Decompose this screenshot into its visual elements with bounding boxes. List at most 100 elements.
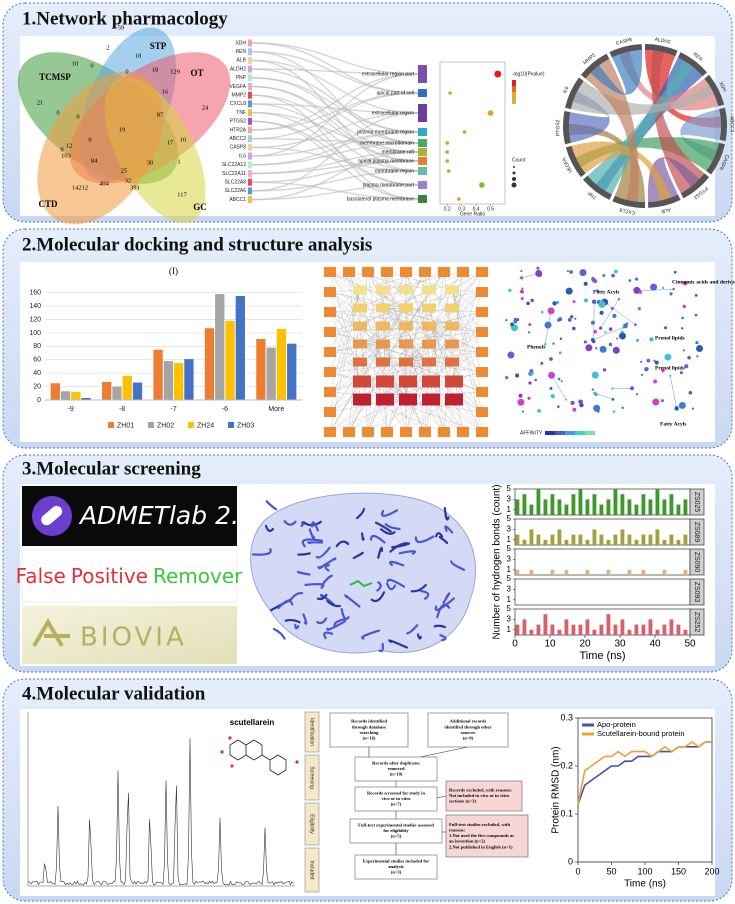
venn-count: 2 [106,44,109,51]
network-node [611,273,615,278]
gene-label: SLC22A8 [225,180,247,186]
network-node [621,406,624,410]
strip-label-box [689,548,705,576]
network-node [476,387,488,397]
x-tick-label: -8 [119,406,125,413]
cluster-label: Fatty Acyls [660,421,686,427]
chord-label: ALDH2 [654,37,671,46]
network-node [696,355,699,358]
protein-ribbon [284,618,301,624]
network-node [673,270,677,274]
hbond-bar [634,624,639,635]
sankey-link [251,151,419,201]
flow-arrow [436,795,447,799]
network-node [528,323,532,327]
flow-text: sections (n=3) [449,799,476,804]
network-edge [405,397,453,433]
network-edge [329,289,361,333]
hbond-bar [515,534,520,545]
network-node [566,270,569,273]
y-axis-label: Protein RMSD (nm) [551,746,562,833]
gene-label: TNF [236,110,246,116]
network-node [682,280,688,286]
hbond-bar [515,499,520,515]
dot [494,70,502,78]
network-node [611,398,615,401]
network-node [548,371,556,379]
gene-node [248,65,252,73]
protein-ribbon [416,633,422,640]
network-node [590,320,595,325]
hbond-bar [620,494,625,515]
network-node [528,331,531,334]
chord-ribbon [570,81,715,116]
network-node [608,327,613,331]
network-node [612,313,617,319]
hbond-bar [571,534,576,545]
dot-plot-frame [439,61,506,205]
network-edge [329,291,384,345]
gene-node [248,109,252,117]
venn-count: 32 [125,177,132,184]
hbond-bar [564,619,569,635]
flow-text: 2.Not published in English (n=1) [449,844,513,849]
gene-label: VEGFA [229,84,246,90]
network-edge [359,291,483,345]
network-edge [359,343,483,373]
network-node [544,321,552,329]
protein-ribbon [316,617,328,625]
protein-ribbon [311,521,319,532]
venn-count: 404 [99,180,110,187]
y-axis-label: Number of hydrogen bonds (count) [492,484,503,639]
hbond-bar [599,504,604,515]
chord-arc [612,195,645,208]
protein-ribbon [308,528,316,541]
cluster-label: Prenol lipids [655,335,685,341]
dot [445,141,450,145]
y-tick-label: 1 [507,535,512,544]
dot [462,130,467,134]
network-node [688,390,693,395]
network-node [695,341,699,345]
stage-label: Included [309,861,315,880]
gene-label: PNP [236,75,247,81]
network-edge [329,343,384,433]
venn-count: 19 [119,126,126,133]
colorbar [565,431,575,435]
network-node [535,269,543,277]
hbond-bar [613,624,618,635]
gene-label: XDH [235,40,246,46]
chord-label: ABCC1 [728,116,734,133]
network-edge [329,379,361,433]
network-node [560,380,563,383]
network-node [400,427,412,437]
chromatogram [27,738,294,886]
hbond-bar [543,499,548,515]
gene-node [248,126,252,134]
legend-title: -log10(Pvalue) [512,71,545,77]
protein-ribbon [352,551,364,560]
venn-count: 103 [61,152,71,159]
chord-arc [719,107,727,142]
gene-node [248,196,252,204]
chord-arc [648,194,681,208]
chord-arc [563,110,571,145]
sankey-link [251,111,419,153]
gene-label: REN [235,49,246,55]
chord-arc [565,145,586,178]
network-node [534,378,537,382]
protein-ribbon [389,560,405,567]
network-node [559,337,563,340]
term-label: plasma membrane region [357,129,414,135]
network-edge [367,397,430,433]
network-edge [592,327,623,341]
legend-label: Scutellarein-bound protein [597,729,685,738]
hbond-bar [585,569,590,575]
hbond-bar [536,624,541,635]
venn-label: TCMSP [39,72,71,82]
logo-text: False Positive Remover [16,564,243,588]
gene-node [248,39,252,47]
network-node [612,410,616,413]
gene-label: MMP2 [232,93,247,99]
logo-glyph [32,618,70,648]
